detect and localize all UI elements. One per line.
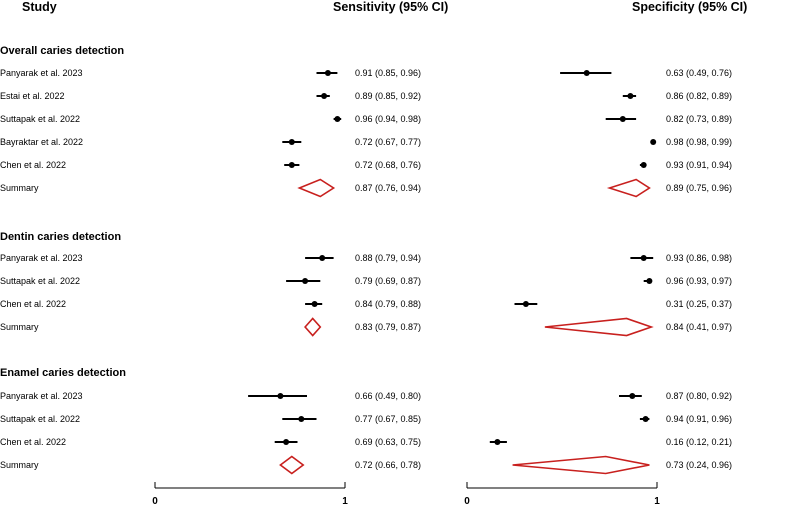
specificity-value: 0.93 (0.91, 0.94) — [666, 160, 733, 170]
sensitivity-summary-diamond — [297, 178, 336, 198]
study-label: Estai et al. 2022 — [0, 91, 65, 101]
specificity-value: 0.96 (0.93, 0.97) — [666, 276, 733, 286]
sensitivity-point — [302, 278, 309, 284]
specificity-tick-label: 0 — [464, 496, 470, 507]
specificity-value: 0.98 (0.98, 0.99) — [666, 137, 733, 147]
sensitivity-value: 0.66 (0.49, 0.80) — [355, 391, 422, 401]
study-label: Chen et al. 2022 — [0, 299, 67, 309]
specificity-value: 0.86 (0.82, 0.89) — [666, 91, 733, 101]
study-label: Panyarak et al. 2023 — [0, 391, 83, 401]
sensitivity-point — [321, 93, 328, 99]
sensitivity-point — [311, 301, 318, 307]
specificity-value: 0.82 (0.73, 0.89) — [666, 114, 733, 124]
specificity-point — [619, 116, 626, 122]
specificity-summary-value: 0.84 (0.41, 0.97) — [666, 322, 733, 332]
group-title: Overall caries detection — [0, 45, 125, 57]
sensitivity-value: 0.79 (0.69, 0.87) — [355, 276, 422, 286]
specificity-value: 0.63 (0.49, 0.76) — [666, 68, 733, 78]
specificity-value: 0.94 (0.91, 0.96) — [666, 414, 733, 424]
specificity-point — [522, 301, 529, 307]
sensitivity-summary-value: 0.87 (0.76, 0.94) — [355, 183, 422, 193]
specificity-point — [640, 255, 647, 261]
study-label: Chen et al. 2022 — [0, 437, 67, 447]
sensitivity-summary-value: 0.83 (0.79, 0.87) — [355, 322, 422, 332]
sensitivity-summary-diamond — [304, 317, 322, 337]
specificity-value: 0.87 (0.80, 0.92) — [666, 391, 733, 401]
study-label: Panyarak et al. 2023 — [0, 253, 83, 263]
specificity-tick-label: 1 — [654, 496, 660, 507]
group-title: Dentin caries detection — [0, 231, 122, 243]
sensitivity-summary-diamond — [279, 455, 305, 475]
sensitivity-point — [298, 416, 305, 422]
group-title: Enamel caries detection — [0, 367, 126, 379]
sensitivity-point — [288, 139, 295, 145]
specificity-value: 0.16 (0.12, 0.21) — [666, 437, 733, 447]
specificity-column-header: Specificity (95% CI) — [632, 0, 748, 14]
sensitivity-tick-label: 1 — [342, 496, 348, 507]
summary-label: Summary — [0, 460, 39, 470]
sensitivity-value: 0.72 (0.67, 0.77) — [355, 137, 422, 147]
sensitivity-column-header: Sensitivity (95% CI) — [333, 0, 449, 14]
sensitivity-value: 0.96 (0.94, 0.98) — [355, 114, 422, 124]
specificity-point — [627, 93, 634, 99]
sensitivity-summary-value: 0.72 (0.66, 0.78) — [355, 460, 422, 470]
specificity-point — [650, 139, 657, 145]
sensitivity-point — [334, 116, 341, 122]
sensitivity-point — [288, 162, 295, 168]
sensitivity-point — [283, 439, 290, 445]
sensitivity-value: 0.89 (0.85, 0.92) — [355, 91, 422, 101]
specificity-point — [642, 416, 649, 422]
specificity-point — [494, 439, 501, 445]
specificity-point — [640, 162, 647, 168]
specificity-summary-value: 0.73 (0.24, 0.96) — [666, 460, 733, 470]
sensitivity-tick-label: 0 — [152, 496, 158, 507]
specificity-point — [646, 278, 653, 284]
sensitivity-value: 0.77 (0.67, 0.85) — [355, 414, 422, 424]
sensitivity-point — [319, 255, 326, 261]
specificity-value: 0.93 (0.86, 0.98) — [666, 253, 733, 263]
specificity-point — [583, 70, 590, 76]
specificity-summary-value: 0.89 (0.75, 0.96) — [666, 183, 733, 193]
study-label: Suttapak et al. 2022 — [0, 114, 81, 124]
sensitivity-point — [277, 393, 284, 399]
study-label: Panyarak et al. 2023 — [0, 68, 83, 78]
summary-label: Summary — [0, 183, 39, 193]
study-column-header: Study — [22, 0, 57, 14]
sensitivity-point — [324, 70, 331, 76]
study-label: Bayraktar et al. 2022 — [0, 137, 84, 147]
sensitivity-value: 0.91 (0.85, 0.96) — [355, 68, 422, 78]
study-label: Chen et al. 2022 — [0, 160, 67, 170]
sensitivity-value: 0.88 (0.79, 0.94) — [355, 253, 422, 263]
sensitivity-value: 0.72 (0.68, 0.76) — [355, 160, 422, 170]
sensitivity-value: 0.69 (0.63, 0.75) — [355, 437, 422, 447]
specificity-summary-diamond — [512, 455, 650, 475]
summary-label: Summary — [0, 322, 39, 332]
specificity-summary-diamond — [544, 317, 654, 337]
specificity-summary-diamond — [606, 178, 651, 198]
sensitivity-value: 0.84 (0.79, 0.88) — [355, 299, 422, 309]
study-label: Suttapak et al. 2022 — [0, 414, 81, 424]
specificity-value: 0.31 (0.25, 0.37) — [666, 299, 733, 309]
specificity-point — [629, 393, 636, 399]
study-label: Suttapak et al. 2022 — [0, 276, 81, 286]
